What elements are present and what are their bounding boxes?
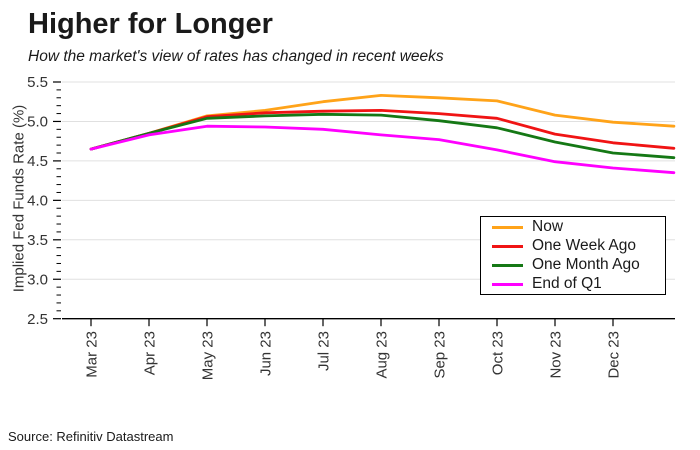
y-tick-label: 3.5 (27, 232, 48, 249)
legend-item-end-of-q1: End of Q1 (481, 275, 665, 294)
y-tick-label: 4.0 (27, 193, 48, 210)
y-tick-label: 5.0 (27, 114, 48, 131)
source-text: Source: Refinitiv Datastream (8, 429, 174, 444)
legend-swatch (492, 244, 523, 248)
x-tick-label: Oct 23 (490, 331, 507, 375)
legend-label: One Week Ago (532, 237, 636, 254)
legend: Now One Week Ago One Month Ago End of Q1 (480, 216, 666, 295)
series-line-now (89, 94, 676, 151)
chart-title: Higher for Longer (28, 8, 273, 40)
legend-item-one-week-ago: One Week Ago (481, 237, 665, 256)
series-line-one-month-ago (89, 112, 676, 160)
legend-label: Now (532, 218, 564, 235)
chart-subtitle: How the market's view of rates has chang… (28, 48, 444, 65)
legend-swatch (492, 225, 523, 229)
legend-label: End of Q1 (532, 275, 602, 292)
x-tick-label: Jul 23 (316, 331, 333, 371)
x-tick-label: Apr 23 (142, 331, 159, 375)
legend-item-one-month-ago: One Month Ago (481, 256, 665, 275)
line-chart: 2.5 3.0 3.5 4.0 4.5 5.0 5.5 Mar 23 Apr 23 May 23 J… (27, 74, 676, 380)
x-tick-label: Mar 23 (84, 331, 101, 378)
legend-item-now: Now (481, 218, 665, 237)
series-line-end-of-q1 (89, 124, 676, 175)
legend-label: One Month Ago (532, 256, 640, 273)
legend-swatch (492, 263, 523, 267)
y-tick-label: 3.0 (27, 271, 48, 288)
x-tick-label: Nov 23 (548, 331, 565, 379)
x-tick-label: Aug 23 (374, 331, 391, 379)
y-axis-title: Implied Fed Funds Rate (%) (10, 104, 28, 293)
y-tick-label: 2.5 (27, 311, 48, 328)
y-tick-label: 4.5 (27, 153, 48, 170)
y-tick-label: 5.5 (27, 74, 48, 91)
x-tick-label: Sep 23 (432, 331, 449, 379)
x-tick-label: Jun 23 (258, 331, 275, 376)
x-tick-label: Dec 23 (606, 331, 623, 379)
legend-swatch (492, 282, 523, 286)
x-tick-label: May 23 (200, 331, 217, 380)
